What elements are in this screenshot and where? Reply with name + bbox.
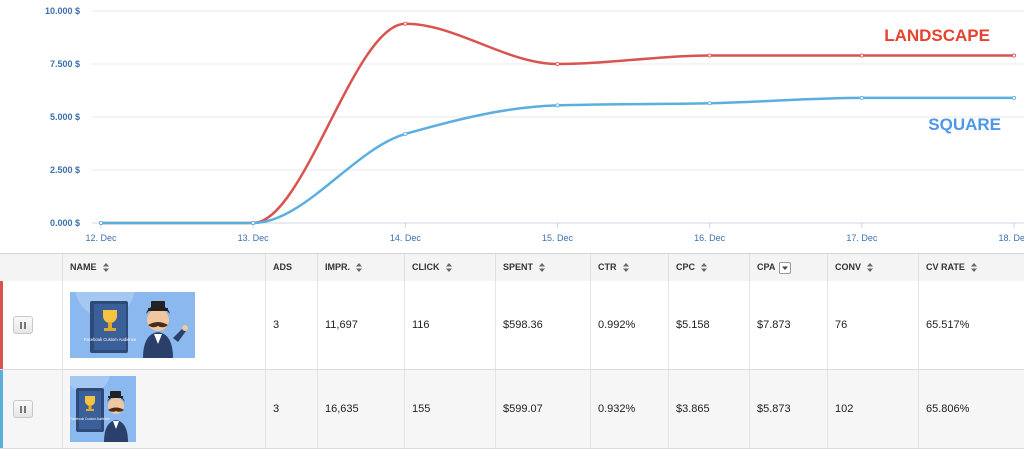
data-point[interactable] bbox=[555, 62, 560, 67]
pause-button[interactable] bbox=[13, 316, 33, 334]
y-tick-label: 2.500 $ bbox=[50, 165, 80, 175]
series-line-landscape bbox=[100, 22, 1014, 225]
y-tick-label: 7.500 $ bbox=[50, 59, 80, 69]
header-cpa[interactable]: CPA bbox=[749, 254, 827, 281]
sort-icon[interactable] bbox=[622, 263, 629, 273]
sort-icon[interactable] bbox=[445, 263, 452, 273]
sort-icon[interactable] bbox=[970, 263, 977, 273]
cpc-cell: $5.158 bbox=[668, 281, 749, 369]
row-accent bbox=[0, 370, 3, 448]
header-ads: ADS bbox=[265, 254, 317, 281]
chart-gridlines bbox=[92, 10, 1024, 224]
legend-square-label: SQUARE bbox=[928, 115, 1001, 134]
x-axis-ticks: 12. Dec 13. Dec 14. Dec 15. Dec 16. Dec 17. D… bbox=[85, 223, 1024, 243]
data-point[interactable] bbox=[99, 220, 104, 225]
cpa-cell: $7.873 bbox=[749, 281, 827, 369]
row-control-cell bbox=[0, 281, 62, 369]
ctr-cell: 0.932% bbox=[590, 370, 668, 448]
data-point[interactable] bbox=[707, 101, 712, 106]
chart-series bbox=[99, 21, 1017, 225]
ads-table: NAME ADS IMPR. CLICK SPENT CTR CPC CPA C… bbox=[0, 253, 1024, 449]
pause-button[interactable] bbox=[13, 400, 33, 418]
data-point[interactable] bbox=[555, 103, 560, 108]
sort-icon[interactable] bbox=[102, 263, 109, 273]
x-tick-label: 12. Dec bbox=[85, 233, 117, 243]
data-point[interactable] bbox=[859, 53, 864, 58]
y-tick-label: 0.000 $ bbox=[50, 218, 80, 228]
x-tick-label: 13. Dec bbox=[238, 233, 270, 243]
table-row: Facebook Custom Audience 3 11,697 116 $5… bbox=[0, 281, 1024, 370]
sort-icon[interactable] bbox=[539, 263, 546, 273]
cv-rate-cell: 65.517% bbox=[918, 281, 1024, 369]
spent-cell: $599.07 bbox=[495, 370, 590, 448]
name-cell: Facebook Custom Audience bbox=[62, 370, 265, 448]
x-tick-label: 14. Dec bbox=[390, 233, 422, 243]
sort-desc-icon[interactable] bbox=[779, 261, 792, 274]
table-row: Facebook Custom Audience 3 16,635 155 $5… bbox=[0, 370, 1024, 449]
performance-line-chart: 0.000 $ 2.500 $ 5.000 $ 7.500 $ 10.000 $ 12.… bbox=[45, 6, 1024, 243]
sort-icon[interactable] bbox=[356, 263, 363, 273]
header-conv[interactable]: CONV bbox=[827, 254, 918, 281]
data-point[interactable] bbox=[1012, 53, 1017, 58]
header-spent[interactable]: SPENT bbox=[495, 254, 590, 281]
table-header: NAME ADS IMPR. CLICK SPENT CTR CPC CPA C… bbox=[0, 254, 1024, 282]
ctr-cell: 0.992% bbox=[590, 281, 668, 369]
ad-creative-image: Facebook Custom Audience bbox=[70, 376, 136, 442]
sort-icon[interactable] bbox=[867, 263, 874, 273]
header-cv-rate[interactable]: CV RATE bbox=[918, 254, 1024, 281]
ad-thumbnail-landscape[interactable]: Facebook Custom Audience bbox=[70, 292, 195, 358]
cpc-cell: $3.865 bbox=[668, 370, 749, 448]
data-point[interactable] bbox=[403, 131, 408, 136]
data-point[interactable] bbox=[1012, 95, 1017, 100]
click-cell: 116 bbox=[404, 281, 495, 369]
ads-cell: 3 bbox=[265, 370, 317, 448]
impr-cell: 11,697 bbox=[317, 281, 404, 369]
y-tick-label: 5.000 $ bbox=[50, 112, 80, 122]
data-point[interactable] bbox=[859, 95, 864, 100]
conv-cell: 76 bbox=[827, 281, 918, 369]
row-control-cell bbox=[0, 370, 62, 448]
x-tick-label: 17. Dec bbox=[846, 233, 878, 243]
legend-landscape-label: LANDSCAPE bbox=[884, 26, 990, 45]
x-tick-label: 15. Dec bbox=[542, 233, 574, 243]
spent-cell: $598.36 bbox=[495, 281, 590, 369]
row-accent bbox=[0, 281, 3, 369]
sort-icon[interactable] bbox=[701, 263, 708, 273]
data-point[interactable] bbox=[251, 220, 256, 225]
data-point[interactable] bbox=[707, 53, 712, 58]
data-point[interactable] bbox=[403, 21, 408, 26]
header-click[interactable]: CLICK bbox=[404, 254, 495, 281]
header-ctr[interactable]: CTR bbox=[590, 254, 668, 281]
click-cell: 155 bbox=[404, 370, 495, 448]
y-axis-ticks: 0.000 $ 2.500 $ 5.000 $ 7.500 $ 10.000 $ bbox=[45, 6, 80, 228]
header-name[interactable]: NAME bbox=[62, 254, 265, 281]
header-impr[interactable]: IMPR. bbox=[317, 254, 404, 281]
header-cpc[interactable]: CPC bbox=[668, 254, 749, 281]
header-control bbox=[0, 254, 62, 281]
thumbnail-caption: Facebook Custom Audience bbox=[84, 337, 137, 342]
x-tick-label: 16. Dec bbox=[694, 233, 726, 243]
cpa-cell: $5.873 bbox=[749, 370, 827, 448]
ad-thumbnail-square[interactable]: Facebook Custom Audience bbox=[70, 376, 136, 442]
thumbnail-caption: Facebook Custom Audience bbox=[70, 417, 110, 421]
ads-cell: 3 bbox=[265, 281, 317, 369]
x-tick-label: 18. Dec bbox=[998, 233, 1024, 243]
name-cell: Facebook Custom Audience bbox=[62, 281, 265, 369]
ad-creative-image: Facebook Custom Audience bbox=[70, 292, 195, 358]
conv-cell: 102 bbox=[827, 370, 918, 448]
cv-rate-cell: 65.806% bbox=[918, 370, 1024, 448]
y-tick-label: 10.000 $ bbox=[45, 6, 80, 16]
impr-cell: 16,635 bbox=[317, 370, 404, 448]
